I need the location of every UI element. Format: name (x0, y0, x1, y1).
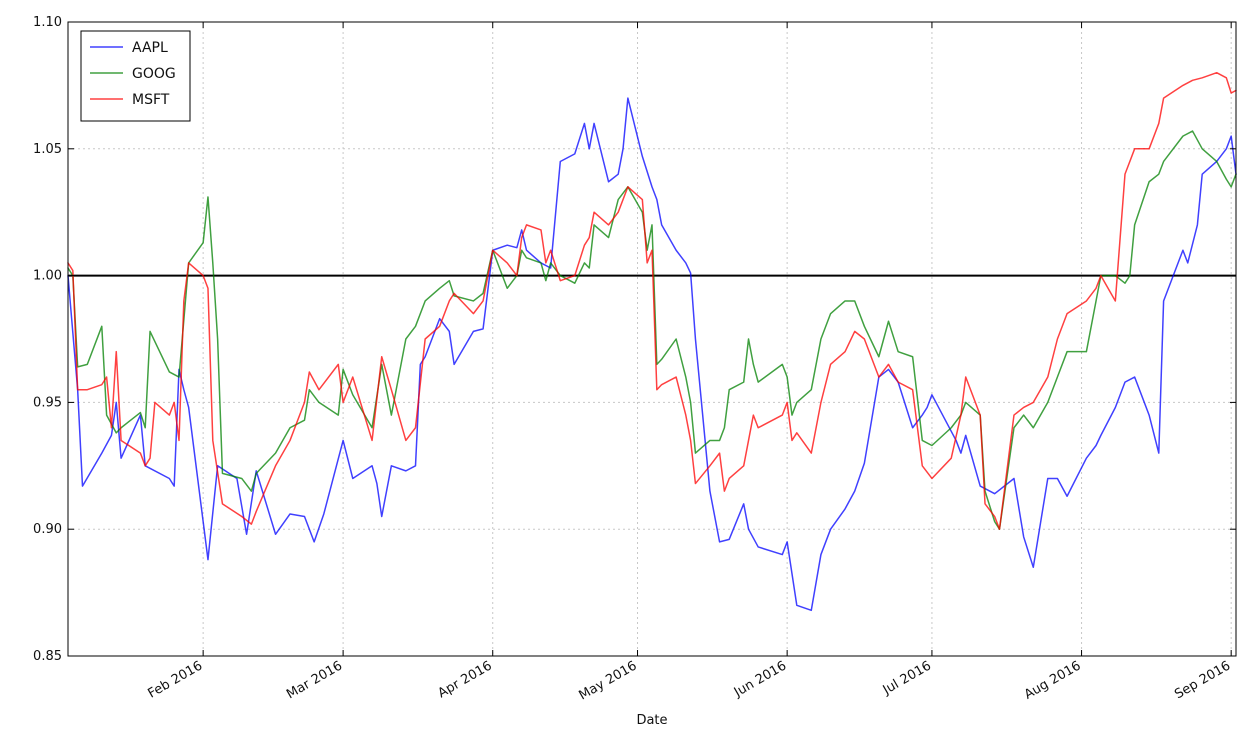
series-line-goog (67, 130, 1237, 530)
legend-label-goog: GOOG (132, 66, 176, 82)
x-tick-label: Mar 2016 (284, 658, 345, 702)
series-group (67, 71, 1237, 612)
plot-frame (67, 21, 1237, 657)
legend-label-msft: MSFT (132, 92, 170, 108)
x-axis-title: Date (636, 713, 667, 728)
y-axis: 0.85 0.90 0.95 1.00 1.05 1.10 (33, 15, 1236, 664)
plot-background (68, 22, 1236, 656)
x-tick-label: May 2016 (577, 658, 640, 703)
y-tick-label: 0.90 (33, 522, 62, 537)
y-tick-label: 0.85 (33, 649, 62, 664)
y-tick-label: 1.10 (33, 15, 62, 30)
x-tick-label: Jun 2016 (731, 658, 789, 700)
y-tick-label: 1.00 (33, 269, 62, 284)
legend-label-aapl: AAPL (132, 40, 168, 56)
legend-box (80, 30, 191, 122)
y-tick-label: 0.95 (33, 395, 62, 410)
y-tick-label: 1.05 (33, 142, 62, 157)
x-tick-label: Jul 2016 (880, 658, 934, 698)
x-tick-label: Aug 2016 (1022, 658, 1084, 702)
x-tick-label: Sep 2016 (1172, 658, 1233, 702)
series-line-msft (67, 71, 1237, 530)
grid (68, 22, 1236, 656)
series-line-aapl (67, 97, 1237, 612)
legend: AAPL GOOG MSFT (80, 30, 191, 122)
x-tick-label: Feb 2016 (145, 658, 205, 701)
x-tick-label: Apr 2016 (436, 658, 495, 701)
